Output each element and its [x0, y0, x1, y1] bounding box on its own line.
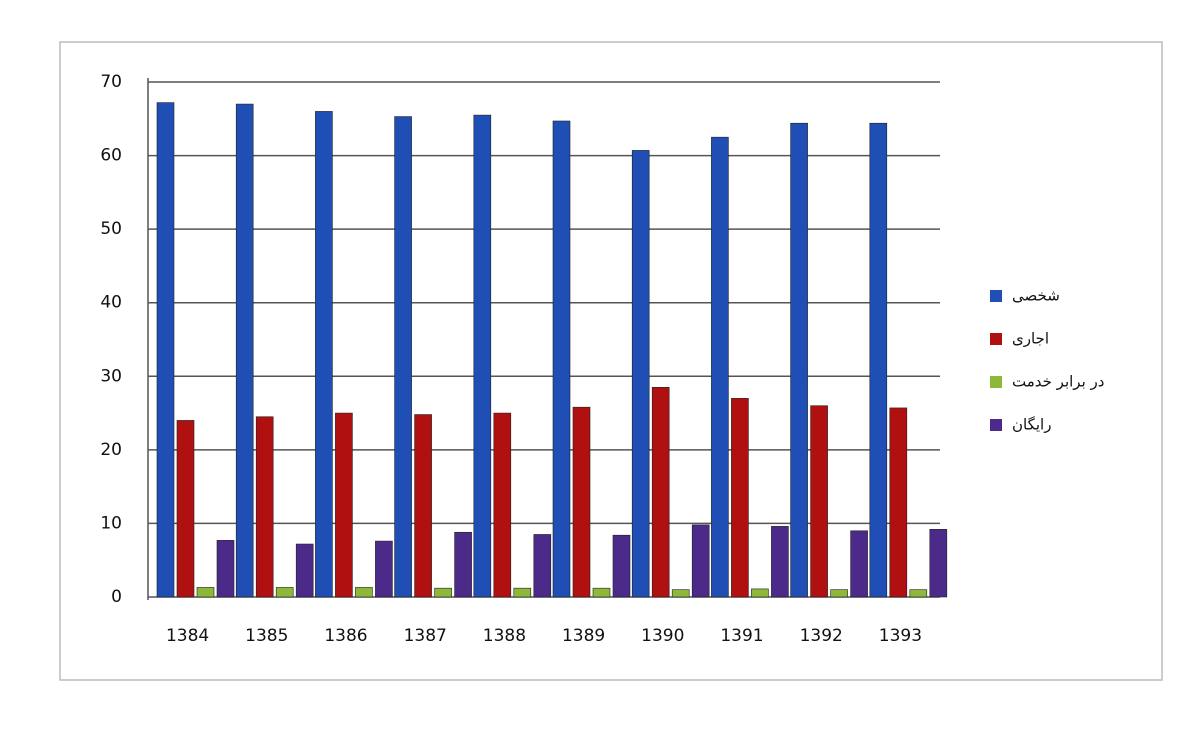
bar: [790, 122, 808, 598]
y-tick-label: 60: [100, 146, 122, 166]
bar: [513, 587, 532, 598]
bar: [394, 116, 412, 598]
y-tick-label: 20: [100, 440, 122, 460]
bar: [711, 136, 729, 598]
y-tick-label: 10: [100, 513, 122, 533]
bar: [533, 534, 552, 598]
x-tick-label: 1387: [404, 626, 447, 646]
x-tick-label: 1384: [166, 626, 209, 646]
bar: [830, 589, 848, 598]
legend-label: شخصی: [1012, 287, 1060, 305]
bar: [315, 111, 333, 598]
y-tick-label: 0: [111, 587, 122, 607]
legend-swatch: [990, 290, 1002, 302]
bar: [473, 114, 492, 598]
bar: [275, 587, 294, 598]
bar: [355, 587, 373, 598]
x-tick-label: 1391: [720, 626, 763, 646]
bar: [850, 530, 868, 598]
legend-swatch: [990, 376, 1002, 388]
bar: [612, 534, 631, 598]
bar: [691, 524, 710, 598]
bar: [414, 414, 432, 598]
bar: [434, 587, 452, 598]
bar: [156, 102, 175, 598]
bar: [671, 589, 690, 598]
y-tick-label: 40: [100, 293, 122, 313]
x-tick-label: 1389: [562, 626, 605, 646]
bar: [889, 407, 908, 598]
bar: [335, 412, 353, 598]
bar: [751, 588, 769, 598]
x-tick-label: 1386: [324, 626, 367, 646]
bar: [810, 405, 828, 598]
bar: [572, 406, 591, 598]
bar: [592, 587, 611, 598]
bar: [375, 540, 393, 598]
legend-label: اجاری: [1012, 330, 1049, 348]
x-tick-label: 1393: [879, 626, 922, 646]
bar: [454, 531, 472, 598]
bar: [295, 543, 314, 598]
x-tick-label: 1385: [245, 626, 288, 646]
y-tick-label: 50: [100, 219, 122, 239]
bar: [552, 120, 571, 598]
y-tick-label: 30: [100, 366, 122, 386]
legend-swatch: [990, 333, 1002, 345]
bar: [869, 122, 888, 598]
y-tick-label: 70: [100, 72, 122, 92]
bar: [235, 103, 254, 598]
bar: [731, 398, 749, 598]
bar: [909, 589, 928, 598]
bar: [216, 540, 235, 598]
bar: [196, 587, 215, 598]
x-tick-label: 1390: [641, 626, 684, 646]
bar: [176, 420, 195, 598]
x-tick-label: 1388: [483, 626, 526, 646]
bar: [651, 387, 670, 598]
bar: [255, 416, 274, 598]
bar: [631, 150, 650, 598]
bar: [771, 526, 789, 598]
x-tick-label: 1392: [800, 626, 843, 646]
legend-label: در برابر خدمت: [1012, 373, 1104, 391]
bar: [493, 412, 512, 598]
legend-swatch: [990, 419, 1002, 431]
bar: [929, 529, 948, 598]
legend-label: رایگان: [1012, 416, 1051, 434]
